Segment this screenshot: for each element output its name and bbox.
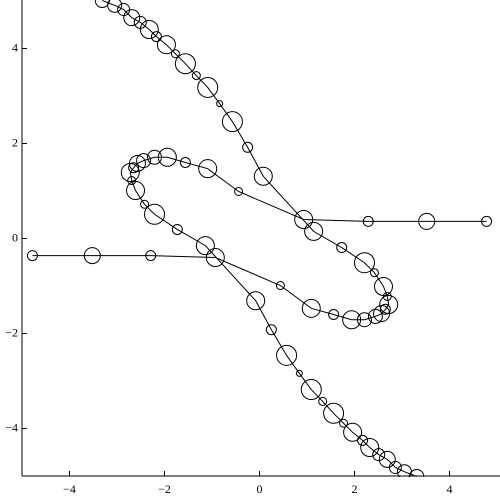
- bubble: [356, 312, 372, 328]
- bubble: [145, 250, 157, 262]
- bubble: [174, 53, 196, 75]
- bubble: [369, 268, 379, 278]
- bubble: [128, 162, 140, 174]
- bubble: [195, 236, 215, 256]
- bubble: [362, 215, 374, 227]
- bubble: [221, 111, 243, 133]
- bubble: [140, 199, 150, 209]
- bubble: [318, 396, 328, 406]
- bubble: [144, 203, 166, 225]
- bubble: [481, 215, 493, 227]
- bubble: [253, 166, 273, 186]
- bubble: [179, 157, 191, 168]
- bubble: [139, 20, 159, 39]
- bubble: [418, 212, 436, 230]
- bubble: [191, 71, 201, 81]
- bubble: [216, 100, 224, 108]
- bubble: [353, 252, 375, 274]
- bubble: [127, 176, 137, 186]
- x-tick-label: −2: [158, 482, 171, 496]
- bubble: [304, 221, 324, 241]
- bubble: [382, 291, 392, 301]
- bubble: [276, 344, 298, 366]
- bubble: [343, 422, 363, 442]
- curve: [129, 156, 487, 477]
- bubble: [336, 242, 348, 254]
- y-tick-label: 4: [12, 40, 18, 54]
- bubble: [396, 464, 412, 477]
- bubble: [373, 305, 391, 323]
- bubble: [171, 223, 183, 235]
- bubble: [295, 369, 303, 377]
- bubble: [367, 308, 383, 324]
- y-tick-label: −2: [5, 325, 18, 339]
- bubble: [26, 250, 38, 262]
- bubble: [342, 310, 362, 330]
- y-tick-label: −4: [5, 420, 18, 434]
- bubble: [323, 402, 345, 424]
- bubble: [170, 49, 180, 59]
- x-tick-label: 2: [352, 482, 358, 496]
- curve: [32, 0, 390, 321]
- bubble: [123, 9, 141, 27]
- x-tick-label: −4: [63, 482, 76, 496]
- bubble: [205, 248, 225, 267]
- bubble: [339, 418, 349, 428]
- plot-area: [26, 0, 493, 477]
- bubble: [379, 303, 391, 315]
- x-tick-label: 4: [447, 482, 453, 496]
- y-tick-label: 0: [12, 230, 18, 244]
- bubble: [107, 0, 123, 13]
- bubble: [156, 35, 176, 55]
- bubble: [300, 379, 322, 401]
- bubble: [234, 186, 244, 196]
- bubble: [242, 141, 254, 153]
- bubble: [360, 438, 380, 457]
- bubble: [136, 153, 152, 169]
- bubble: [94, 0, 110, 9]
- bubble: [378, 450, 396, 468]
- bubble: [246, 291, 266, 311]
- bubble: [301, 298, 321, 318]
- x-tick-label: 0: [257, 482, 263, 496]
- y-tick-label: 2: [12, 135, 18, 149]
- bubble: [128, 154, 146, 172]
- bubble: [157, 147, 177, 167]
- bubble: [197, 76, 219, 98]
- bubble: [328, 309, 340, 320]
- bubble: [198, 159, 218, 179]
- bubble: [147, 149, 163, 165]
- bubble: [83, 247, 101, 265]
- bubble: [265, 324, 277, 336]
- bubble: [294, 210, 314, 229]
- bubble: [275, 281, 285, 291]
